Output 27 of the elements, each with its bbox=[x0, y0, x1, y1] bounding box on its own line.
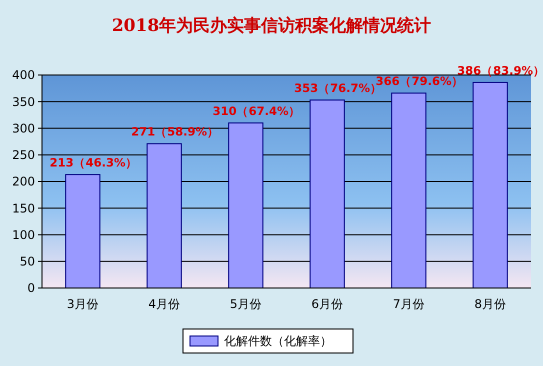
data-label: 386（83.9%） bbox=[457, 63, 543, 78]
data-label: 271（58.9%） bbox=[131, 124, 220, 139]
legend-label: 化解件数（化解率） bbox=[224, 334, 332, 348]
y-tick-label: 300 bbox=[12, 121, 35, 136]
y-tick-label: 150 bbox=[12, 201, 35, 216]
data-label: 310（67.4%） bbox=[212, 104, 301, 118]
bar bbox=[391, 92, 426, 288]
data-label: 213（46.3%） bbox=[50, 156, 138, 170]
y-tick-label: 400 bbox=[12, 68, 35, 82]
bar bbox=[146, 143, 182, 288]
bar bbox=[65, 174, 100, 288]
chart-title: 2018年为民办实事信访积案化解情况统计 bbox=[112, 15, 432, 36]
x-tick-label: 4月份 bbox=[148, 297, 180, 311]
y-tick-label: 0 bbox=[27, 281, 35, 296]
y-tick-label: 200 bbox=[12, 174, 35, 189]
y-tick-label: 50 bbox=[20, 254, 35, 269]
y-tick-label: 250 bbox=[12, 148, 35, 162]
y-tick-label: 100 bbox=[12, 228, 35, 242]
bar bbox=[228, 122, 264, 288]
x-tick-label: 5月份 bbox=[230, 297, 262, 311]
x-tick-label: 8月份 bbox=[474, 297, 506, 311]
y-tick-label: 350 bbox=[12, 94, 35, 109]
bar bbox=[310, 100, 345, 288]
x-tick-label: 6月份 bbox=[311, 297, 344, 311]
x-tick-label: 3月份 bbox=[66, 297, 99, 311]
x-tick-label: 7月份 bbox=[392, 297, 425, 311]
bar bbox=[472, 82, 508, 288]
